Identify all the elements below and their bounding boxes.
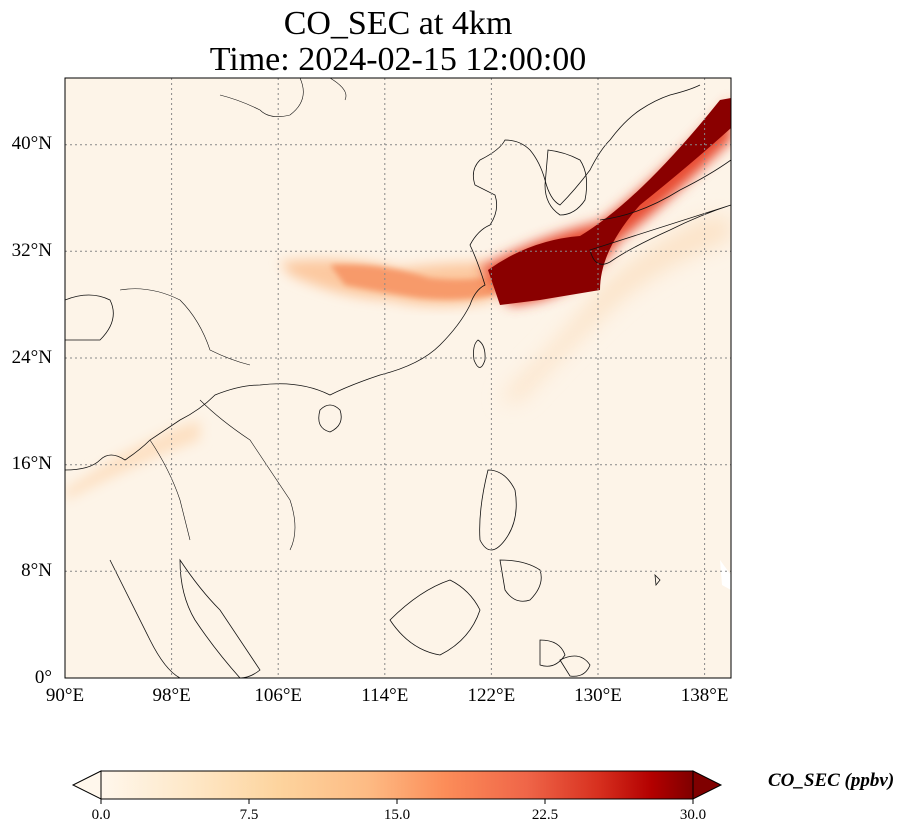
lon-label-98E: 98°E xyxy=(152,685,191,706)
country-borders xyxy=(119,288,296,551)
lat-label-8N: 8°N xyxy=(21,560,52,581)
concentration-field xyxy=(65,98,731,590)
colorbar-tick-15: 15.0 xyxy=(383,807,411,823)
southwest-band xyxy=(65,420,200,500)
hainan-coast xyxy=(318,404,342,433)
gridlines xyxy=(65,78,731,678)
island-coast xyxy=(559,655,591,677)
colorbar xyxy=(71,770,723,804)
lat-label-0: 0° xyxy=(34,667,52,688)
mindanao-coast xyxy=(499,559,542,602)
map-area xyxy=(65,78,731,678)
westward-streak xyxy=(330,264,495,300)
colorbar-ramp xyxy=(101,771,693,799)
plume-halo xyxy=(500,215,731,400)
lat-label-16N: 16°N xyxy=(11,453,52,474)
colorbar-tick-7-5: 7.5 xyxy=(239,807,259,823)
mongolia-border xyxy=(219,78,347,117)
colorbar-tick-30: 30.0 xyxy=(679,807,707,823)
korea-coast xyxy=(544,149,588,216)
islet-coast xyxy=(654,573,661,587)
colorbar-label: CO_SEC (ppbv) xyxy=(768,770,895,791)
field-background xyxy=(65,78,731,678)
malay-coast xyxy=(179,558,261,678)
chart-title-line1: CO_SEC at 4km xyxy=(283,5,513,42)
chart-title-line2: Time: 2024-02-15 12:00:00 xyxy=(209,41,587,78)
india-coast xyxy=(65,294,114,341)
coastlines xyxy=(65,78,731,678)
lon-label-114E: 114°E xyxy=(361,685,409,706)
taiwan-coast xyxy=(473,339,486,368)
colorbar-tick-0: 0.0 xyxy=(91,807,111,823)
lat-label-24N: 24°N xyxy=(11,347,52,368)
lon-label-130E: 130°E xyxy=(574,685,622,706)
lon-label-106E: 106°E xyxy=(254,685,303,706)
lon-label-90E: 90°E xyxy=(45,685,85,706)
japan-coast xyxy=(589,159,731,265)
colorbar-tick-22-5: 22.5 xyxy=(531,807,559,823)
borneo-coast xyxy=(389,579,481,656)
map-frame xyxy=(64,77,732,679)
sulawesi-coast xyxy=(539,639,566,667)
lon-label-138E: 138°E xyxy=(680,685,729,706)
sumatra-coast xyxy=(109,559,181,678)
plume-core xyxy=(488,98,731,305)
white-patch xyxy=(720,560,731,590)
thai-border xyxy=(149,439,191,541)
lat-label-32N: 32°N xyxy=(11,240,52,261)
luzon-coast xyxy=(479,469,517,551)
colorbar-extend-max xyxy=(692,770,723,800)
lon-label-122E: 122°E xyxy=(467,685,516,706)
lat-label-40N: 40°N xyxy=(11,133,52,154)
colorbar-extend-min xyxy=(71,770,102,800)
